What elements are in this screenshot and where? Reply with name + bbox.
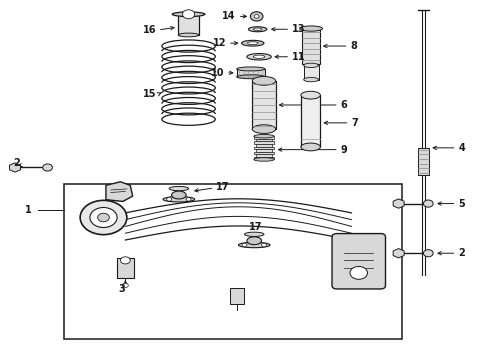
Ellipse shape [172,12,204,17]
Bar [253,157,274,159]
Bar [253,147,274,149]
Circle shape [349,266,367,279]
Bar [253,152,274,154]
Ellipse shape [236,75,264,79]
Bar [229,288,244,304]
Text: 8: 8 [350,41,357,51]
Text: 2: 2 [458,248,464,258]
Circle shape [186,198,191,201]
Ellipse shape [303,63,318,67]
Circle shape [166,198,171,201]
Bar [178,14,199,35]
Bar [252,81,275,129]
Text: 9: 9 [340,145,347,155]
Text: 7: 7 [351,118,358,128]
Bar [300,95,320,147]
Circle shape [42,164,52,171]
Circle shape [90,207,117,228]
Ellipse shape [253,135,274,138]
Bar [63,184,401,339]
Polygon shape [9,163,20,172]
Ellipse shape [236,67,264,71]
Bar [253,141,274,144]
Ellipse shape [252,125,275,134]
Polygon shape [392,199,403,208]
Ellipse shape [300,91,320,99]
Text: 5: 5 [458,199,464,208]
Text: 4: 4 [458,143,464,153]
Text: 11: 11 [291,52,305,62]
Ellipse shape [238,242,269,248]
Circle shape [254,15,259,18]
Text: 15: 15 [142,89,156,99]
Ellipse shape [246,237,261,245]
Text: 3: 3 [119,284,125,294]
Circle shape [261,243,266,247]
Ellipse shape [253,55,264,58]
Ellipse shape [178,33,199,37]
Ellipse shape [253,158,274,161]
Text: 14: 14 [222,11,235,21]
Circle shape [122,283,128,288]
Ellipse shape [244,232,264,237]
Bar [253,136,274,139]
Ellipse shape [252,77,275,85]
Polygon shape [392,249,403,258]
Text: 2: 2 [13,158,20,168]
Ellipse shape [171,191,186,199]
Ellipse shape [253,28,262,31]
FancyBboxPatch shape [331,234,385,289]
Text: 6: 6 [340,100,347,110]
Circle shape [250,12,263,21]
Text: 1: 1 [25,205,31,215]
Bar [116,257,134,278]
Bar [256,139,271,141]
Circle shape [98,213,109,222]
Bar [302,28,319,64]
Text: 12: 12 [212,38,225,48]
Bar [236,69,264,77]
Ellipse shape [169,186,188,191]
Polygon shape [106,182,132,202]
Ellipse shape [248,27,266,32]
Circle shape [242,243,246,247]
Ellipse shape [299,26,322,31]
Ellipse shape [241,40,264,46]
Ellipse shape [247,42,258,45]
Text: 17: 17 [248,222,262,232]
Ellipse shape [303,77,318,82]
Bar [256,149,271,152]
Circle shape [80,201,126,235]
Circle shape [120,257,130,264]
Bar [303,65,318,80]
Ellipse shape [246,54,271,60]
Bar [256,144,271,147]
Ellipse shape [163,197,194,202]
Text: 10: 10 [210,68,224,78]
Ellipse shape [300,143,320,151]
Circle shape [182,10,194,19]
Circle shape [423,249,432,257]
Text: 17: 17 [216,182,229,192]
Bar [256,154,271,157]
Bar [417,148,428,175]
Circle shape [423,200,432,207]
Text: 13: 13 [291,24,305,34]
Text: 16: 16 [142,25,156,35]
